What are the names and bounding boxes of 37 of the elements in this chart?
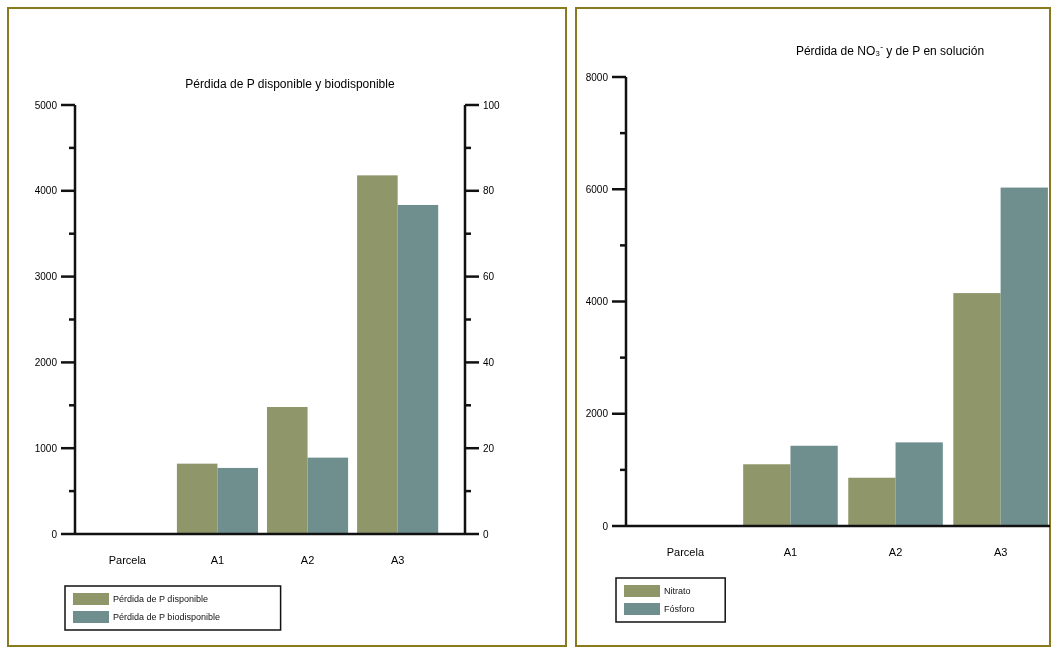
legend-label: Nitrato xyxy=(664,586,691,597)
legend-label: Fósforo xyxy=(664,604,695,615)
y-tick-label: 4000 xyxy=(585,296,609,307)
y2-tick-label: 60 xyxy=(483,271,495,283)
x-tick-label: A1 xyxy=(210,554,225,566)
y2-tick-label: 0 xyxy=(483,528,489,540)
x-tick-label: A2 xyxy=(888,546,903,558)
y-tick-label: 0 xyxy=(602,520,609,532)
y2-tick-label: 100 xyxy=(483,99,501,111)
bar xyxy=(790,445,838,526)
y-tick-label: 5000 xyxy=(34,99,58,111)
x-tick-label: A3 xyxy=(993,546,1008,558)
y2-tick-label: 80 xyxy=(483,185,495,197)
y2-tick-label: 20 xyxy=(483,442,495,454)
y-tick-label: 2000 xyxy=(34,356,58,368)
x-tick-label: Parcela xyxy=(108,554,147,566)
x-tick-label: Parcela xyxy=(666,546,705,558)
y-tick-label: 0 xyxy=(51,528,58,540)
y-tick-label: 2000 xyxy=(585,408,609,420)
x-tick-label: A3 xyxy=(390,554,405,566)
y-tick-label: 1000 xyxy=(34,442,58,454)
chart-title: Pérdida de P disponible y biodisponible xyxy=(185,77,395,91)
bar xyxy=(895,442,943,526)
y-tick-label: 4000 xyxy=(34,185,58,197)
x-tick-label: A1 xyxy=(783,546,798,558)
y2-tick-label: 40 xyxy=(483,356,495,368)
bar xyxy=(848,477,896,526)
bar xyxy=(1000,187,1048,526)
legend-label: Pérdida de P biodisponible xyxy=(113,612,220,623)
chart-title: Pérdida de NO₃$^{-}$ y de P en solución xyxy=(795,42,985,58)
x-tick-label: A2 xyxy=(300,554,315,566)
bar xyxy=(953,293,1001,526)
bar xyxy=(743,464,791,526)
y-tick-label: 3000 xyxy=(34,271,58,283)
legend-label: Pérdida de P disponible xyxy=(113,594,208,605)
y-tick-label: 6000 xyxy=(585,183,609,195)
y-tick-label: 8000 xyxy=(585,71,609,83)
